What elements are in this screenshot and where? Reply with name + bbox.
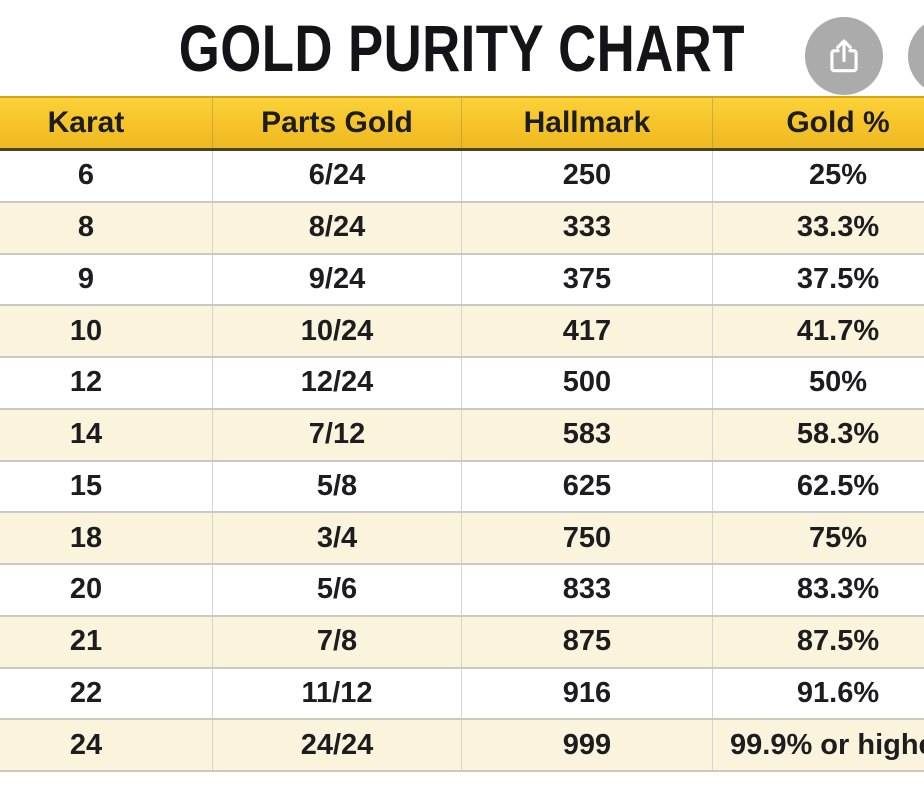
table-cell-karat: 10 — [0, 306, 213, 356]
table-cell-parts-gold: 6/24 — [213, 151, 462, 201]
column-header-gold: Gold % — [786, 106, 890, 139]
table-cell-parts-gold: 10/24 — [213, 306, 462, 356]
table-cell-gold: 37.5% — [796, 262, 880, 295]
table-cell-karat: 9 — [0, 254, 213, 305]
table-row: 6 6/24 250 25% — [0, 151, 924, 203]
table-cell-parts-gold: 8/24 — [213, 202, 462, 253]
table-cell-gold: 41.7% — [796, 314, 880, 347]
table-row: 15 5/8 625 62.5% — [0, 461, 924, 514]
table-cell-karat: 6 — [0, 151, 213, 201]
table-cell-hallmark: 916 — [462, 668, 713, 719]
table-cell-hallmark: 750 — [462, 513, 713, 563]
table-cell-gold: 25% — [808, 159, 868, 192]
table-cell-hallmark: 417 — [462, 306, 713, 356]
table-row: 10 10/24 417 41.7% — [0, 306, 924, 358]
table-cell-karat: 24 — [0, 720, 213, 770]
table-cell-karat: 20 — [0, 565, 213, 615]
table-cell-hallmark: 500 — [462, 358, 713, 408]
table-cell-hallmark: 625 — [462, 461, 713, 512]
table-cell-parts-gold: 11/12 — [213, 668, 462, 719]
table-cell-gold: 75% — [808, 521, 868, 554]
table-cell-gold: 91.6% — [796, 676, 880, 709]
table-body: 6 6/24 250 25% 8 8/24 333 33.3% 9 9/24 375 37.5% 10 1… — [0, 151, 924, 772]
table-cell-karat: 18 — [0, 513, 213, 563]
page-title: GOLD PURITY CHART — [178, 11, 746, 85]
table-cell-parts-gold: 24/24 — [213, 720, 462, 770]
table-row: 18 3/4 750 75% — [0, 513, 924, 565]
table-cell-hallmark: 833 — [462, 565, 713, 615]
table-cell-karat: 8 — [0, 202, 213, 253]
table-cell-gold: 50% — [808, 366, 868, 399]
table-cell-parts-gold: 7/12 — [213, 409, 462, 460]
column-header-parts-gold: Parts Gold — [213, 98, 462, 148]
table-cell-gold: 83.3% — [796, 573, 880, 606]
table-row: 8 8/24 333 33.3% — [0, 202, 924, 255]
title-bar: GOLD PURITY CHART — [0, 0, 924, 96]
table-cell-parts-gold: 5/8 — [213, 461, 462, 512]
table-cell-karat: 21 — [0, 616, 213, 667]
table-cell-gold: 62.5% — [796, 469, 880, 502]
table-cell-parts-gold: 5/6 — [213, 565, 462, 615]
column-header-karat: Karat — [0, 98, 213, 148]
table-cell-hallmark: 250 — [462, 151, 713, 201]
table-row: 20 5/6 833 83.3% — [0, 565, 924, 617]
table-cell-gold: 33.3% — [796, 211, 880, 244]
table-cell-hallmark: 999 — [462, 720, 713, 770]
table-row: 21 7/8 875 87.5% — [0, 616, 924, 669]
table-cell-parts-gold: 7/8 — [213, 616, 462, 667]
table-row: 12 12/24 500 50% — [0, 358, 924, 410]
table-row: 14 7/12 583 58.3% — [0, 409, 924, 462]
table-cell-karat: 12 — [0, 358, 213, 408]
table-header-row: Karat Parts Gold Hallmark Gold % — [0, 96, 924, 151]
table-cell-hallmark: 333 — [462, 202, 713, 253]
table-cell-karat: 15 — [0, 461, 213, 512]
table-cell-parts-gold: 3/4 — [213, 513, 462, 563]
table-row: 9 9/24 375 37.5% — [0, 254, 924, 307]
gold-purity-table: Karat Parts Gold Hallmark Gold % 6 6/24 250 25… — [0, 96, 924, 772]
table-cell-parts-gold: 12/24 — [213, 358, 462, 408]
table-cell-karat: 22 — [0, 668, 213, 719]
table-cell-hallmark: 875 — [462, 616, 713, 667]
table-cell-parts-gold: 9/24 — [213, 254, 462, 305]
table-cell-karat: 14 — [0, 409, 213, 460]
share-icon — [823, 35, 865, 77]
table-cell-hallmark: 583 — [462, 409, 713, 460]
column-header-hallmark: Hallmark — [462, 98, 713, 148]
share-button[interactable] — [805, 17, 883, 95]
table-cell-hallmark: 375 — [462, 254, 713, 305]
table-cell-gold: 87.5% — [796, 625, 880, 658]
table-cell-gold: 99.9% or higher — [730, 728, 924, 761]
table-row: 22 11/12 916 91.6% — [0, 668, 924, 721]
table-cell-gold: 58.3% — [796, 418, 880, 451]
